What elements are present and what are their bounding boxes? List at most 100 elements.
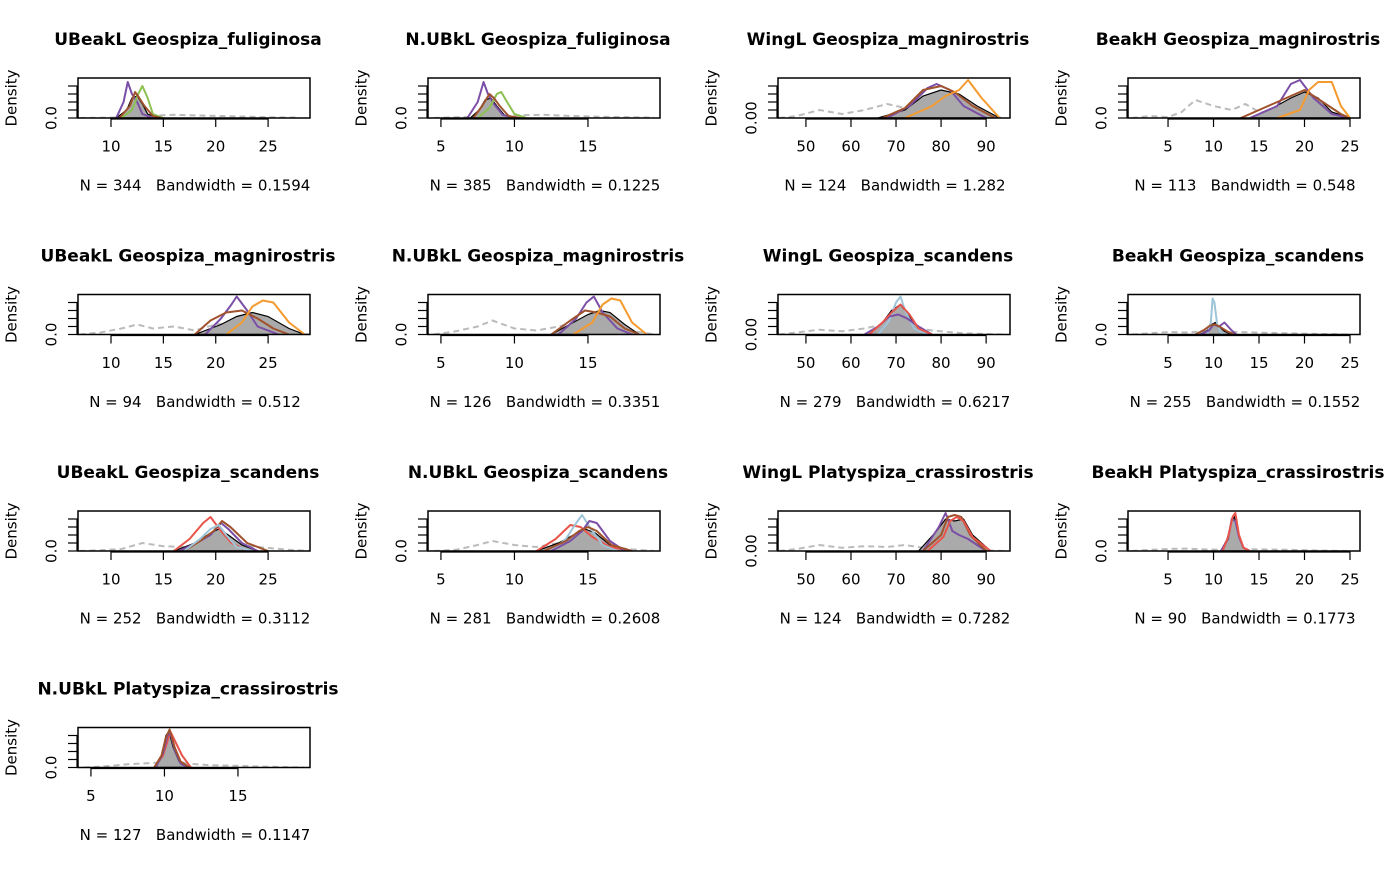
footer: N = 281 Bandwidth = 0.2608 — [430, 610, 661, 628]
y-axis-label: Density — [703, 502, 721, 559]
x-tick-label: 10 — [101, 138, 120, 156]
plot-box — [77, 510, 311, 552]
panel: BeakH Geospiza_scandens Density N = 255 Ba… — [1053, 247, 1365, 412]
density-line — [922, 512, 987, 551]
curves — [433, 295, 655, 335]
x-tick-label: 5 — [1163, 571, 1173, 589]
density-line — [904, 79, 1001, 118]
footer: N = 344 Bandwidth = 0.1594 — [80, 177, 311, 195]
panel: BeakH Geospiza_magnirostris Density N = 11… — [1053, 30, 1381, 195]
panel-title: WingL Geospiza_magnirostris — [747, 30, 1030, 50]
x-tick-label: 10 — [1204, 354, 1223, 372]
x-tick-label: 50 — [796, 354, 815, 372]
panel-title: N.UBkL Geospiza_magnirostris — [392, 247, 685, 267]
footer: N = 124 Bandwidth = 0.7282 — [780, 610, 1011, 628]
x-tick-label: 50 — [796, 571, 815, 589]
plot-box — [427, 293, 661, 336]
x-tick-label: 20 — [206, 571, 225, 589]
y-axis-label: Density — [1053, 502, 1071, 559]
y-axis-label: Density — [353, 286, 371, 343]
curves — [1131, 79, 1351, 118]
density-line — [868, 303, 933, 335]
x-tick-label: 5 — [436, 354, 446, 372]
plot-box — [777, 293, 1011, 336]
plot-box — [427, 77, 661, 119]
footer: N = 279 Bandwidth = 0.6217 — [780, 393, 1011, 411]
panel: N.UBkL Platyspiza_crassirostris Density N … — [3, 680, 339, 845]
y-axis-label: Density — [3, 69, 21, 126]
x-tick-label: 25 — [259, 354, 278, 372]
y-axis-label: Density — [353, 69, 371, 126]
curves — [83, 728, 305, 768]
x-tick-label: 15 — [1249, 571, 1268, 589]
density-line — [1206, 297, 1226, 335]
density-line — [183, 520, 269, 551]
y-axis-label: Density — [3, 719, 21, 776]
density-line — [926, 516, 992, 551]
plot-box — [77, 293, 311, 336]
x-tick-label: 90 — [977, 354, 996, 372]
panel: WingL Geospiza_magnirostris Density N = 12… — [703, 30, 1030, 195]
x-tick-label: 10 — [1204, 138, 1223, 156]
y-tick-label: 0.0 — [43, 756, 61, 780]
density-line — [1240, 89, 1351, 118]
density-line — [79, 113, 300, 118]
x-tick-label: 10 — [505, 571, 524, 589]
density-line — [886, 83, 987, 118]
density-line — [557, 295, 633, 335]
footer: N = 385 Bandwidth = 0.1225 — [430, 177, 661, 195]
x-tick-label: 20 — [206, 138, 225, 156]
x-tick-label: 25 — [1340, 138, 1359, 156]
plot-box — [777, 77, 1011, 119]
plot-box — [1127, 77, 1361, 119]
x-tick-label: 20 — [1295, 571, 1314, 589]
y-tick-label: 0.0 — [1093, 106, 1111, 130]
density-line — [118, 91, 162, 118]
plot-box — [1127, 293, 1361, 336]
panel-title: WingL Geospiza_scandens — [763, 247, 1013, 267]
density-line — [433, 113, 655, 118]
y-axis-label: Density — [3, 502, 21, 559]
x-tick-label: 25 — [1340, 571, 1359, 589]
y-tick-label: 0.0 — [393, 323, 411, 347]
panel-title: BeakH Geospiza_scandens — [1112, 247, 1364, 267]
panel-title: UBeakL Geospiza_scandens — [57, 463, 320, 483]
footer: N = 90 Bandwidth = 0.1773 — [1134, 610, 1355, 628]
footer: N = 113 Bandwidth = 0.548 — [1134, 177, 1355, 195]
panel-title: BeakH Platyspiza_crassirostris — [1092, 463, 1385, 483]
x-tick-label: 50 — [796, 138, 815, 156]
panel-title: WingL Platyspiza_crassirostris — [742, 463, 1033, 483]
density-line — [472, 93, 521, 118]
density-line — [550, 309, 640, 335]
curves — [433, 514, 655, 551]
x-tick-label: 25 — [259, 571, 278, 589]
panel: UBeakL Geospiza_scandens Density N = 252 B… — [3, 463, 320, 628]
panel: N.UBkL Geospiza_magnirostris Density N = 1… — [353, 247, 685, 412]
x-tick-label: 70 — [886, 138, 905, 156]
plot-box — [77, 77, 311, 119]
x-tick-label: 10 — [1204, 571, 1223, 589]
panel-title: UBeakL Geospiza_fuliginosa — [54, 30, 321, 50]
curves — [778, 295, 1005, 335]
x-tick-label: 5 — [86, 787, 96, 805]
plot-box — [77, 726, 311, 769]
density-line — [1194, 323, 1235, 335]
density-line — [477, 91, 527, 118]
density-line — [183, 524, 253, 551]
density-line — [572, 297, 648, 335]
y-tick-label: 0.0 — [43, 106, 61, 130]
plot-box — [777, 510, 1011, 552]
density-line — [1221, 512, 1251, 551]
y-tick-label: 0.0 — [43, 323, 61, 347]
density-line — [204, 295, 279, 335]
x-tick-label: 10 — [101, 571, 120, 589]
panel-title: N.UBkL Geospiza_fuliginosa — [405, 30, 670, 50]
x-tick-label: 15 — [578, 571, 597, 589]
footer: N = 126 Bandwidth = 0.3351 — [430, 393, 661, 411]
curves — [79, 81, 300, 118]
panel-title: BeakH Geospiza_magnirostris — [1096, 30, 1380, 50]
density-line — [115, 81, 154, 118]
x-tick-label: 60 — [841, 571, 860, 589]
x-tick-label: 25 — [259, 138, 278, 156]
y-axis-label: Density — [353, 502, 371, 559]
